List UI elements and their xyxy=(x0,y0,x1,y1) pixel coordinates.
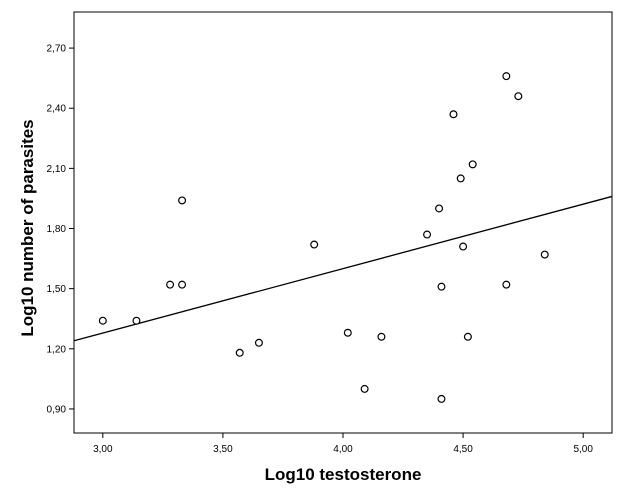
y-axis-title: Log10 number of parasites xyxy=(18,119,37,336)
data-point xyxy=(98,316,107,325)
y-tick-label: 0,90 xyxy=(47,404,67,415)
x-tick-label: 4,00 xyxy=(333,444,353,455)
data-point xyxy=(132,316,141,325)
data-point xyxy=(463,332,472,341)
x-tick-label: 3,50 xyxy=(213,444,233,455)
y-tick-label: 2,40 xyxy=(47,104,67,115)
data-point xyxy=(502,280,511,289)
y-tick-label: 2,70 xyxy=(47,44,67,55)
data-points xyxy=(98,72,549,403)
data-point xyxy=(254,338,263,347)
data-point xyxy=(310,240,319,249)
y-axis-ticks: 0,90 1,20 1,50 1,80 2,10 2,40 2,70 xyxy=(47,44,74,415)
y-tick-label: 2,10 xyxy=(47,164,67,175)
data-point xyxy=(449,110,458,119)
data-point xyxy=(343,328,352,337)
y-tick-label: 1,20 xyxy=(47,344,67,355)
data-point xyxy=(456,174,465,183)
data-point xyxy=(235,348,244,357)
data-point xyxy=(377,332,386,341)
data-point xyxy=(540,250,549,259)
data-point xyxy=(166,280,175,289)
data-point xyxy=(437,394,446,403)
data-point xyxy=(502,72,511,81)
regression-fit-line xyxy=(73,195,613,342)
data-point xyxy=(435,204,444,213)
x-tick-label: 5,00 xyxy=(573,444,593,455)
y-tick-label: 1,50 xyxy=(47,284,67,295)
data-point xyxy=(437,282,446,291)
y-tick-label: 1,80 xyxy=(47,224,67,235)
data-point xyxy=(459,242,468,251)
data-point xyxy=(360,384,369,393)
plot-area xyxy=(73,11,613,434)
data-point xyxy=(514,92,523,101)
x-axis-ticks: 3,00 3,50 4,00 4,50 5,00 xyxy=(93,433,593,455)
x-tick-label: 4,50 xyxy=(453,444,473,455)
data-point xyxy=(468,160,477,169)
x-axis-title: Log10 testosterone xyxy=(265,465,422,484)
data-point xyxy=(178,196,187,205)
data-point xyxy=(423,230,432,239)
x-tick-label: 3,00 xyxy=(93,444,113,455)
data-point xyxy=(178,280,187,289)
